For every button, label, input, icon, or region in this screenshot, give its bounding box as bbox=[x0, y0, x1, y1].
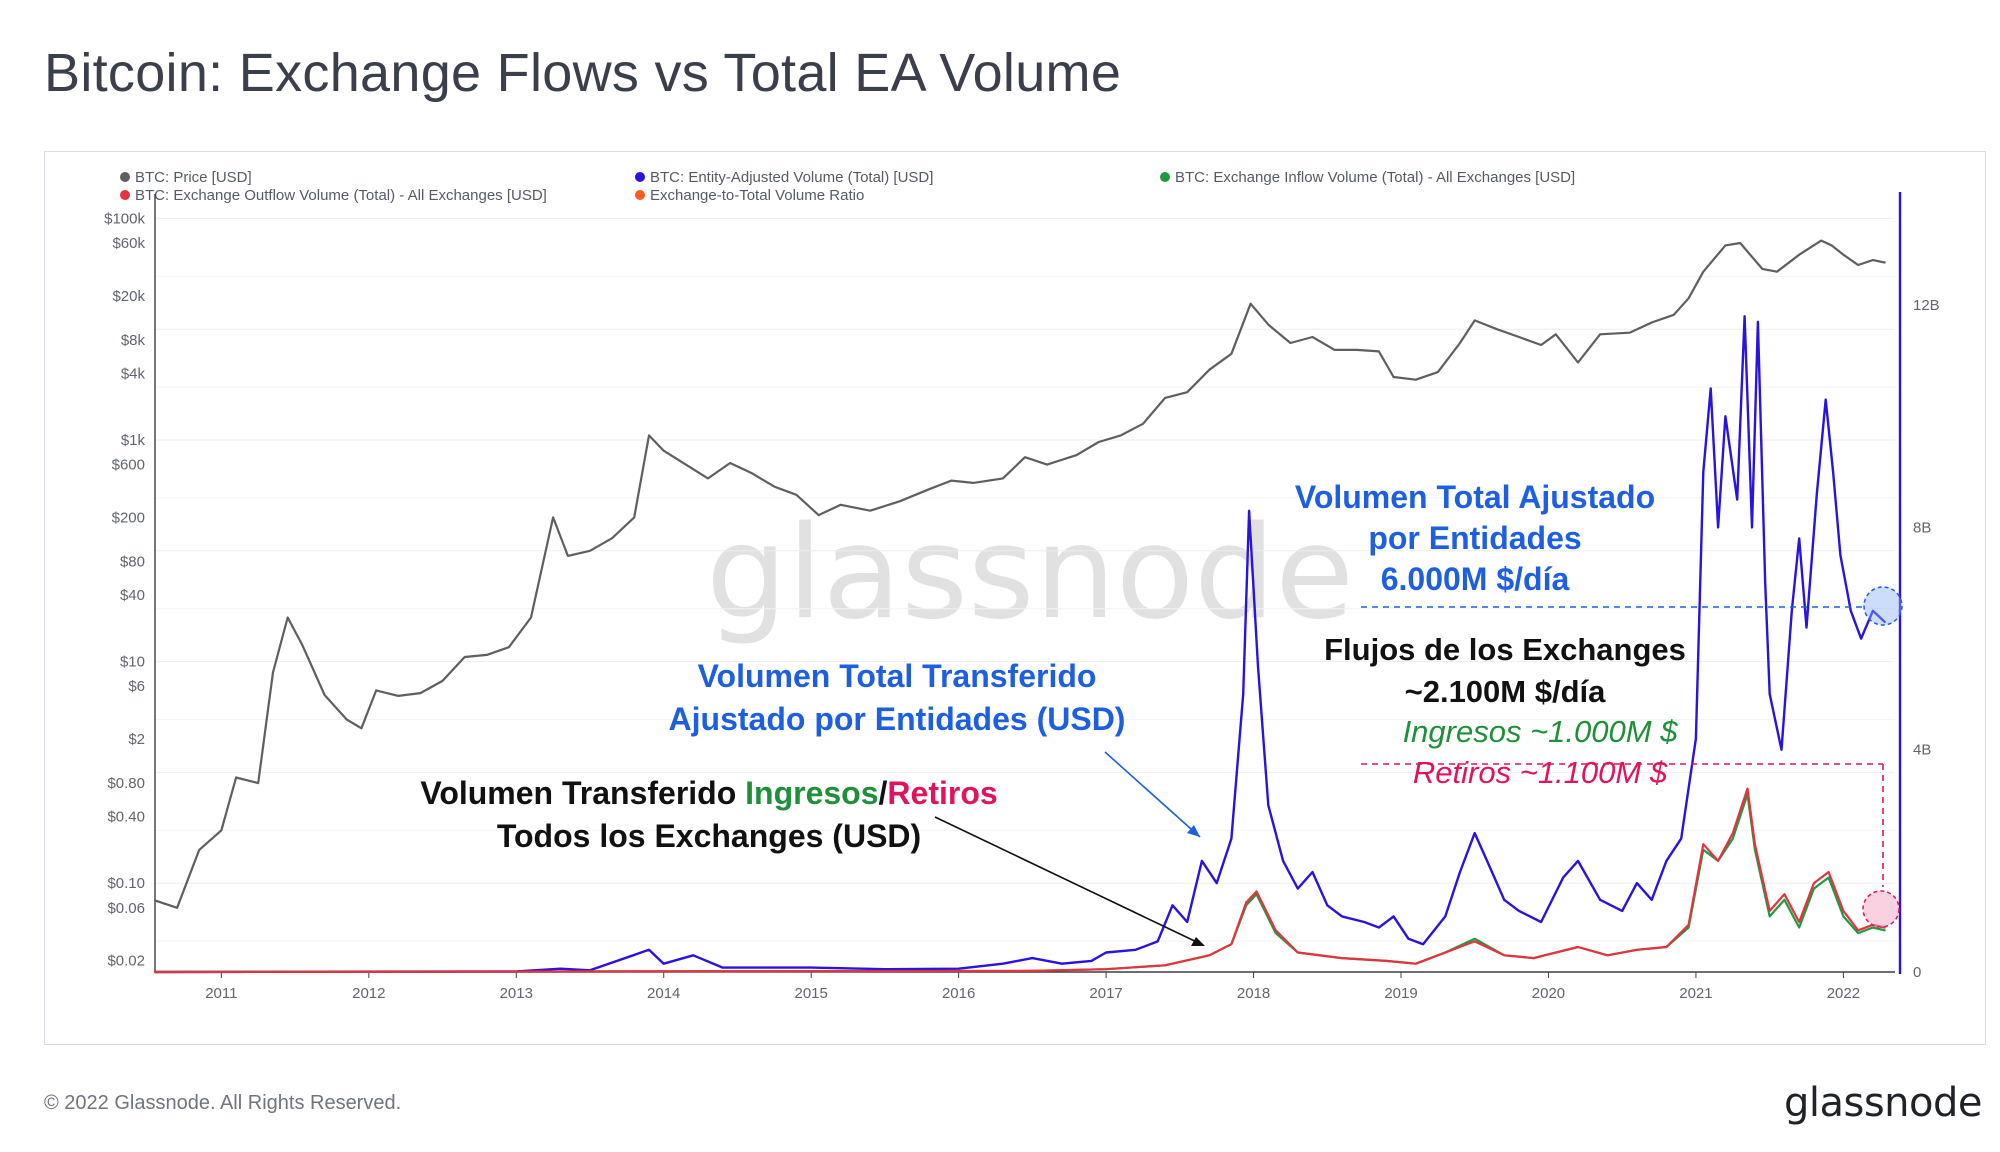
arrow-transferred bbox=[1104, 751, 1201, 838]
legend-marker-2 bbox=[1160, 172, 1170, 182]
annotation-in-out: Volumen Transferido Ingresos/Retiros Tod… bbox=[420, 775, 997, 854]
x-tick-11: 2022 bbox=[1827, 985, 1860, 1002]
annotation-guides bbox=[934, 586, 1903, 946]
annotation-io-inflow: Ingresos bbox=[745, 775, 878, 811]
arrow-in-out-head bbox=[1191, 937, 1205, 946]
y-left-tick-14: $0.40 bbox=[107, 808, 145, 825]
y-left-tick-5: $1k bbox=[121, 432, 146, 449]
legend-label-1: BTC: Entity-Adjusted Volume (Total) [USD… bbox=[650, 169, 933, 186]
y-left-tick-2: $20k bbox=[112, 288, 145, 305]
series-line-3 bbox=[153, 787, 1886, 974]
annotation-in-out-line1: Volumen Transferido Ingresos/Retiros bbox=[420, 775, 997, 811]
y-left-tick-0: $100k bbox=[104, 210, 145, 227]
axes: $100k $60k $20k $8k $4k $1k $600 $200 $80 $40 $10 $… bbox=[104, 192, 1940, 1002]
y-left-tick-7: $200 bbox=[112, 509, 145, 526]
x-tick-6: 2017 bbox=[1089, 985, 1122, 1002]
annotation-transferred-line1: Volumen Total Transferido bbox=[698, 658, 1097, 694]
arrow-transferred-head bbox=[1187, 825, 1200, 837]
x-tick-4: 2015 bbox=[794, 985, 827, 1002]
series-line-0 bbox=[153, 239, 1886, 909]
legend-label-4: Exchange-to-Total Volume Ratio bbox=[650, 187, 864, 204]
legend: BTC: Price [USD] BTC: Entity-Adjusted Vol… bbox=[120, 169, 1575, 204]
y-left-tick-11: $6 bbox=[128, 678, 145, 695]
y-right-tick-0: 12B bbox=[1913, 297, 1940, 314]
y-right-tick-3: 0 bbox=[1913, 964, 1921, 981]
y-left-tick-16: $0.06 bbox=[107, 900, 145, 917]
annotation-outflows: Retiros ~1.100M $ bbox=[1413, 755, 1668, 790]
y-right-tick-2: 4B bbox=[1913, 742, 1931, 759]
annotation-flows-line2: ~2.100M $/día bbox=[1405, 674, 1607, 709]
annotation-inflows: Ingresos ~1.000M $ bbox=[1403, 714, 1679, 749]
annotation-io-prefix: Volumen Transferido bbox=[420, 775, 745, 811]
y-left-tick-17: $0.02 bbox=[107, 953, 145, 970]
y-left-tick-12: $2 bbox=[128, 731, 145, 748]
legend-label-2: BTC: Exchange Inflow Volume (Total) - Al… bbox=[1175, 169, 1575, 186]
legend-marker-1 bbox=[635, 172, 645, 182]
annotation-io-slash: / bbox=[879, 775, 888, 811]
ea-highlight-circle bbox=[1863, 586, 1903, 626]
annotation-exchange-flows: Flujos de los Exchanges ~2.100M $/día bbox=[1324, 632, 1686, 709]
series-line-1 bbox=[153, 315, 1886, 974]
grid bbox=[155, 217, 1895, 942]
chart-panel: glassnode BTC: Price [USD] BTC: Entity-Ad… bbox=[44, 151, 1986, 1045]
x-tick-1: 2012 bbox=[352, 985, 385, 1002]
chart-svg: glassnode BTC: Price [USD] BTC: Entity-Ad… bbox=[104, 169, 1940, 1002]
x-tick-0: 2011 bbox=[205, 985, 237, 1002]
x-tick-2: 2013 bbox=[500, 985, 533, 1002]
y-left-tick-8: $80 bbox=[120, 554, 145, 571]
x-tick-10: 2021 bbox=[1679, 985, 1712, 1002]
y-left-tick-10: $10 bbox=[120, 654, 145, 671]
x-tick-5: 2016 bbox=[942, 985, 975, 1002]
x-tick-3: 2014 bbox=[647, 985, 680, 1002]
annotation-transferred-line2: Ajustado por Entidades (USD) bbox=[669, 701, 1126, 737]
annotation-in-out-line2: Todos los Exchanges (USD) bbox=[497, 818, 921, 854]
y-left-tick-4: $4k bbox=[121, 365, 146, 382]
legend-marker-0 bbox=[120, 172, 130, 182]
x-tick-8: 2019 bbox=[1384, 985, 1417, 1002]
annotation-io-outflow: Retiros bbox=[887, 775, 997, 811]
annotation-transferred: Volumen Total Transferido Ajustado por E… bbox=[669, 658, 1126, 737]
footer-logo: glassnode bbox=[1783, 1080, 1983, 1126]
annotation-ea-total: Volumen Total Ajustado por Entidades 6.0… bbox=[1295, 479, 1655, 597]
y-left-tick-3: $8k bbox=[121, 332, 146, 349]
y-left-tick-1: $60k bbox=[112, 235, 145, 252]
footer-copyright: © 2022 Glassnode. All Rights Reserved. bbox=[44, 1092, 402, 1114]
series-layer bbox=[153, 239, 1886, 974]
annotation-flows-line1: Flujos de los Exchanges bbox=[1324, 632, 1686, 667]
annotation-ea-total-line3: 6.000M $/día bbox=[1381, 561, 1570, 597]
y-left-tick-15: $0.10 bbox=[107, 875, 145, 892]
page-title: Bitcoin: Exchange Flows vs Total EA Volu… bbox=[44, 43, 1122, 103]
legend-label-0: BTC: Price [USD] bbox=[135, 169, 252, 186]
flows-highlight-circle bbox=[1862, 890, 1900, 928]
legend-marker-4 bbox=[635, 190, 645, 200]
annotation-ea-total-line1: Volumen Total Ajustado bbox=[1295, 479, 1655, 515]
x-tick-7: 2018 bbox=[1237, 985, 1270, 1002]
y-right-tick-1: 8B bbox=[1913, 519, 1931, 536]
legend-marker-3 bbox=[120, 190, 130, 200]
y-left-tick-6: $600 bbox=[112, 457, 145, 474]
x-tick-9: 2020 bbox=[1532, 985, 1565, 1002]
y-left-tick-13: $0.80 bbox=[107, 775, 145, 792]
y-left-tick-9: $40 bbox=[120, 587, 145, 604]
annotation-ea-total-line2: por Entidades bbox=[1368, 520, 1581, 556]
legend-label-3: BTC: Exchange Outflow Volume (Total) - A… bbox=[135, 187, 547, 204]
arrow-in-out bbox=[934, 816, 1204, 946]
